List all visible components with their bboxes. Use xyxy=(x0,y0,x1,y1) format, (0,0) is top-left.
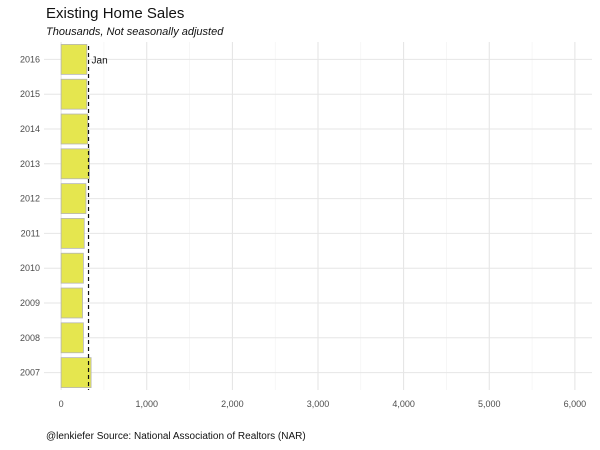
x-tick-label: 2,000 xyxy=(221,399,244,409)
bar-2007 xyxy=(60,357,92,388)
bar-2011 xyxy=(60,218,85,249)
bar-2008 xyxy=(60,322,84,354)
x-tick-label: 6,000 xyxy=(564,399,587,409)
bar-2009 xyxy=(60,287,83,319)
x-tick-label: 4,000 xyxy=(392,399,415,409)
y-tick-labels: 2007 2008 2009 2010 2011 2012 2013 2014 2015 2016 xyxy=(20,54,40,377)
y-tick-label: 2010 xyxy=(20,263,40,273)
bars xyxy=(60,44,92,388)
reference-annotation: Jan xyxy=(92,55,108,66)
grid-lines xyxy=(44,42,592,390)
bar-2010 xyxy=(60,252,84,284)
y-tick-label: 2008 xyxy=(20,333,40,343)
chart-caption: @lenkiefer Source: National Association … xyxy=(46,431,306,442)
y-tick-label: 2007 xyxy=(20,368,40,378)
bar-2013 xyxy=(60,148,90,180)
bar-2012 xyxy=(60,183,87,214)
y-tick-label: 2013 xyxy=(20,159,40,169)
x-tick-label: 5,000 xyxy=(478,399,501,409)
reference-line-group: Jan xyxy=(87,46,108,390)
bar-2015 xyxy=(60,78,88,110)
chart-subtitle: Thousands, Not seasonally adjusted xyxy=(46,26,224,38)
bar-2014 xyxy=(60,113,89,145)
x-tick-label: 3,000 xyxy=(307,399,330,409)
y-tick-label: 2011 xyxy=(21,228,40,238)
y-tick-label: 2009 xyxy=(20,298,40,308)
y-tick-label: 2014 xyxy=(20,124,40,134)
bar-2016 xyxy=(60,44,88,75)
y-tick-label: 2012 xyxy=(20,194,40,204)
x-tick-label: 0 xyxy=(59,399,64,409)
x-tick-labels: 0 1,000 2,000 3,000 4,000 5,000 6,000 xyxy=(59,399,587,409)
x-tick-label: 1,000 xyxy=(135,399,158,409)
y-tick-label: 2015 xyxy=(20,89,40,99)
y-tick-label: 2016 xyxy=(20,54,40,64)
chart-title: Existing Home Sales xyxy=(46,5,185,22)
